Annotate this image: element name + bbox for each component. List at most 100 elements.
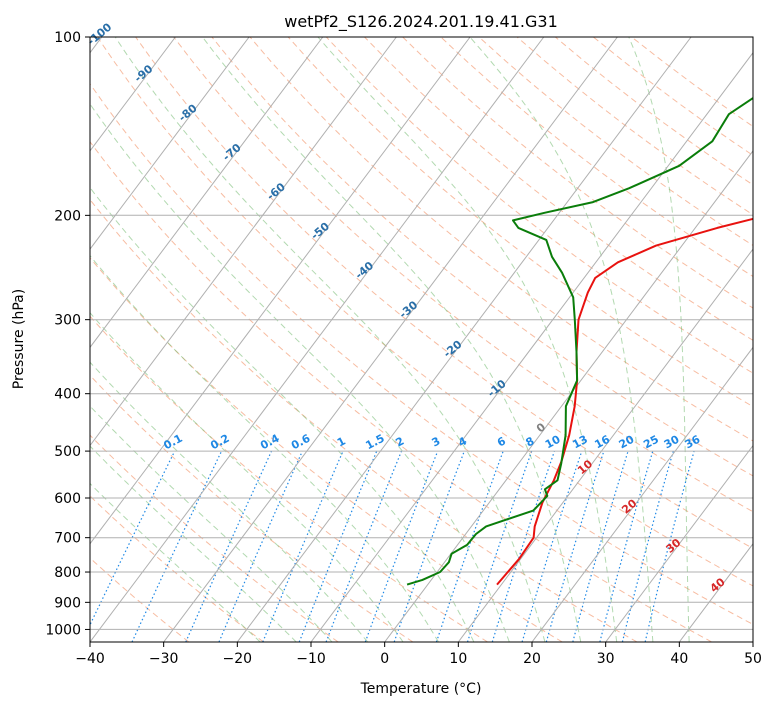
dry-adiabat: [554, 37, 753, 186]
dry-adiabat: [211, 37, 753, 477]
mixing-ratio-label: 2: [393, 434, 406, 449]
moist-adiabat: [90, 186, 475, 642]
y-tick-label: 500: [54, 444, 81, 460]
mixing-ratio-label: 30: [662, 433, 682, 452]
moist-adiabat: [90, 482, 261, 642]
moist-adiabat: [90, 311, 404, 642]
dry-adiabat: [364, 37, 753, 341]
isotherm-label: -60: [264, 180, 288, 203]
chart-title: wetPf2_S126.2024.201.19.41.G31: [284, 12, 558, 32]
isotherm-label: 0: [534, 420, 548, 435]
isotherm-line: [310, 51, 753, 642]
isotherm-line: [163, 37, 618, 642]
mixing-ratio-line: [185, 450, 273, 642]
moist-adiabat: [90, 445, 297, 642]
x-axis-label: Temperature (°C): [360, 681, 482, 697]
x-tick-label: 30: [597, 651, 615, 667]
mixing-ratio-line: [298, 450, 378, 642]
dry-adiabat: [173, 37, 753, 513]
mixing-ratio-label: 3: [430, 434, 443, 449]
y-tick-label: 800: [54, 565, 81, 581]
isotherm-line: [384, 150, 753, 642]
isotherm-label: -90: [132, 62, 156, 85]
mixing-ratio-label: 36: [683, 433, 703, 452]
dry-adiabat: [440, 37, 753, 278]
isotherm-label: -50: [308, 220, 332, 243]
x-tick-label: −30: [149, 651, 179, 667]
dry-adiabat: [90, 198, 638, 642]
y-tick-label: 100: [54, 30, 81, 46]
mixing-ratio-line: [325, 450, 403, 642]
mixing-ratio-line: [262, 450, 344, 642]
y-tick-label: 700: [54, 531, 81, 547]
isotherm-label: -100: [85, 20, 115, 48]
plot-frame: [89, 36, 754, 643]
dry-adiabat: [90, 495, 264, 642]
isotherm-line: [236, 37, 692, 642]
isotherm-line: [90, 37, 397, 447]
moist-adiabat: [317, 37, 618, 642]
dewpoint-line: [406, 96, 753, 586]
mixing-ratio-label: 0.6: [289, 432, 313, 453]
mixing-ratio-line: [218, 450, 303, 642]
grid-lines: [90, 37, 753, 642]
mixing-ratio-label: 1: [335, 434, 348, 449]
y-tick-label: 900: [54, 595, 81, 611]
x-axis: −40 −30 −20 −10 0 10 20 30 40 50: [75, 642, 762, 667]
dry-adiabat: [402, 37, 753, 309]
moist-adiabat: [90, 254, 439, 642]
mixing-ratio-line: [90, 450, 176, 627]
dry-adiabat: [90, 83, 753, 625]
y-tick-label: 600: [54, 491, 81, 507]
isotherm-line: [531, 346, 753, 642]
mixing-ratio-label: 13: [570, 433, 590, 452]
y-tick-label: 300: [54, 313, 81, 329]
mixing-ratio-label: 25: [641, 433, 661, 452]
x-tick-label: 10: [449, 651, 467, 667]
mixing-ratio-label: 16: [592, 433, 612, 452]
isotherm-line: [752, 641, 753, 642]
mixing-ratio-line: [466, 450, 533, 642]
temperature-line: [496, 217, 753, 586]
isotherm-line: [90, 37, 250, 250]
x-tick-label: 0: [380, 651, 389, 667]
isotherm-line: [678, 542, 753, 642]
moist-adiabat: [90, 405, 333, 642]
y-tick-label: 400: [54, 387, 81, 403]
mixing-ratio-label: 0.1: [161, 432, 184, 453]
isotherm-line: [605, 444, 753, 642]
isotherm-line: [90, 37, 324, 349]
moist-adiabat: [628, 37, 690, 642]
y-axis-label: Pressure (hPa): [11, 289, 27, 389]
isotherm-label: -20: [441, 338, 465, 361]
isotherm-line: [90, 37, 176, 152]
moist-adiabat: [90, 103, 510, 642]
moist-adiabat: [90, 361, 369, 642]
dry-adiabat: [90, 257, 563, 642]
x-tick-label: −40: [75, 651, 105, 667]
mixing-ratio-label: 1.5: [363, 432, 386, 453]
x-tick-label: 50: [744, 651, 762, 667]
moist-adiabat: [114, 37, 546, 642]
isotherm-line: [90, 37, 471, 545]
y-axis: 100 200 300 400 500 600 700 800 900 1000: [45, 30, 90, 638]
dry-adiabat: [96, 37, 753, 587]
mixing-ratio-labels: 0.1 0.2 0.4 0.6 1 1.5 2 3 4 6 8 10 13 16 20 25 30 36: [161, 432, 702, 453]
isotherm-label: 10: [575, 457, 595, 477]
mixing-ratio-label: 0.2: [208, 432, 231, 453]
dry-adiabat: [90, 140, 712, 642]
isotherm-label: 40: [708, 575, 728, 595]
isotherm-label: -80: [176, 101, 200, 124]
mixing-ratio-line: [599, 450, 654, 642]
mixing-ratio-line: [435, 450, 504, 642]
mixing-ratio-line: [521, 450, 583, 642]
mixing-ratio-label: 4: [456, 434, 469, 449]
y-tick-label: 200: [54, 208, 81, 224]
dry-adiabat: [90, 374, 414, 642]
isotherm-label: 30: [663, 536, 683, 556]
series-layer: [406, 96, 753, 586]
mixing-ratio-line: [572, 450, 629, 642]
moist-adiabat: [469, 37, 654, 642]
background-lines: [90, 37, 753, 642]
